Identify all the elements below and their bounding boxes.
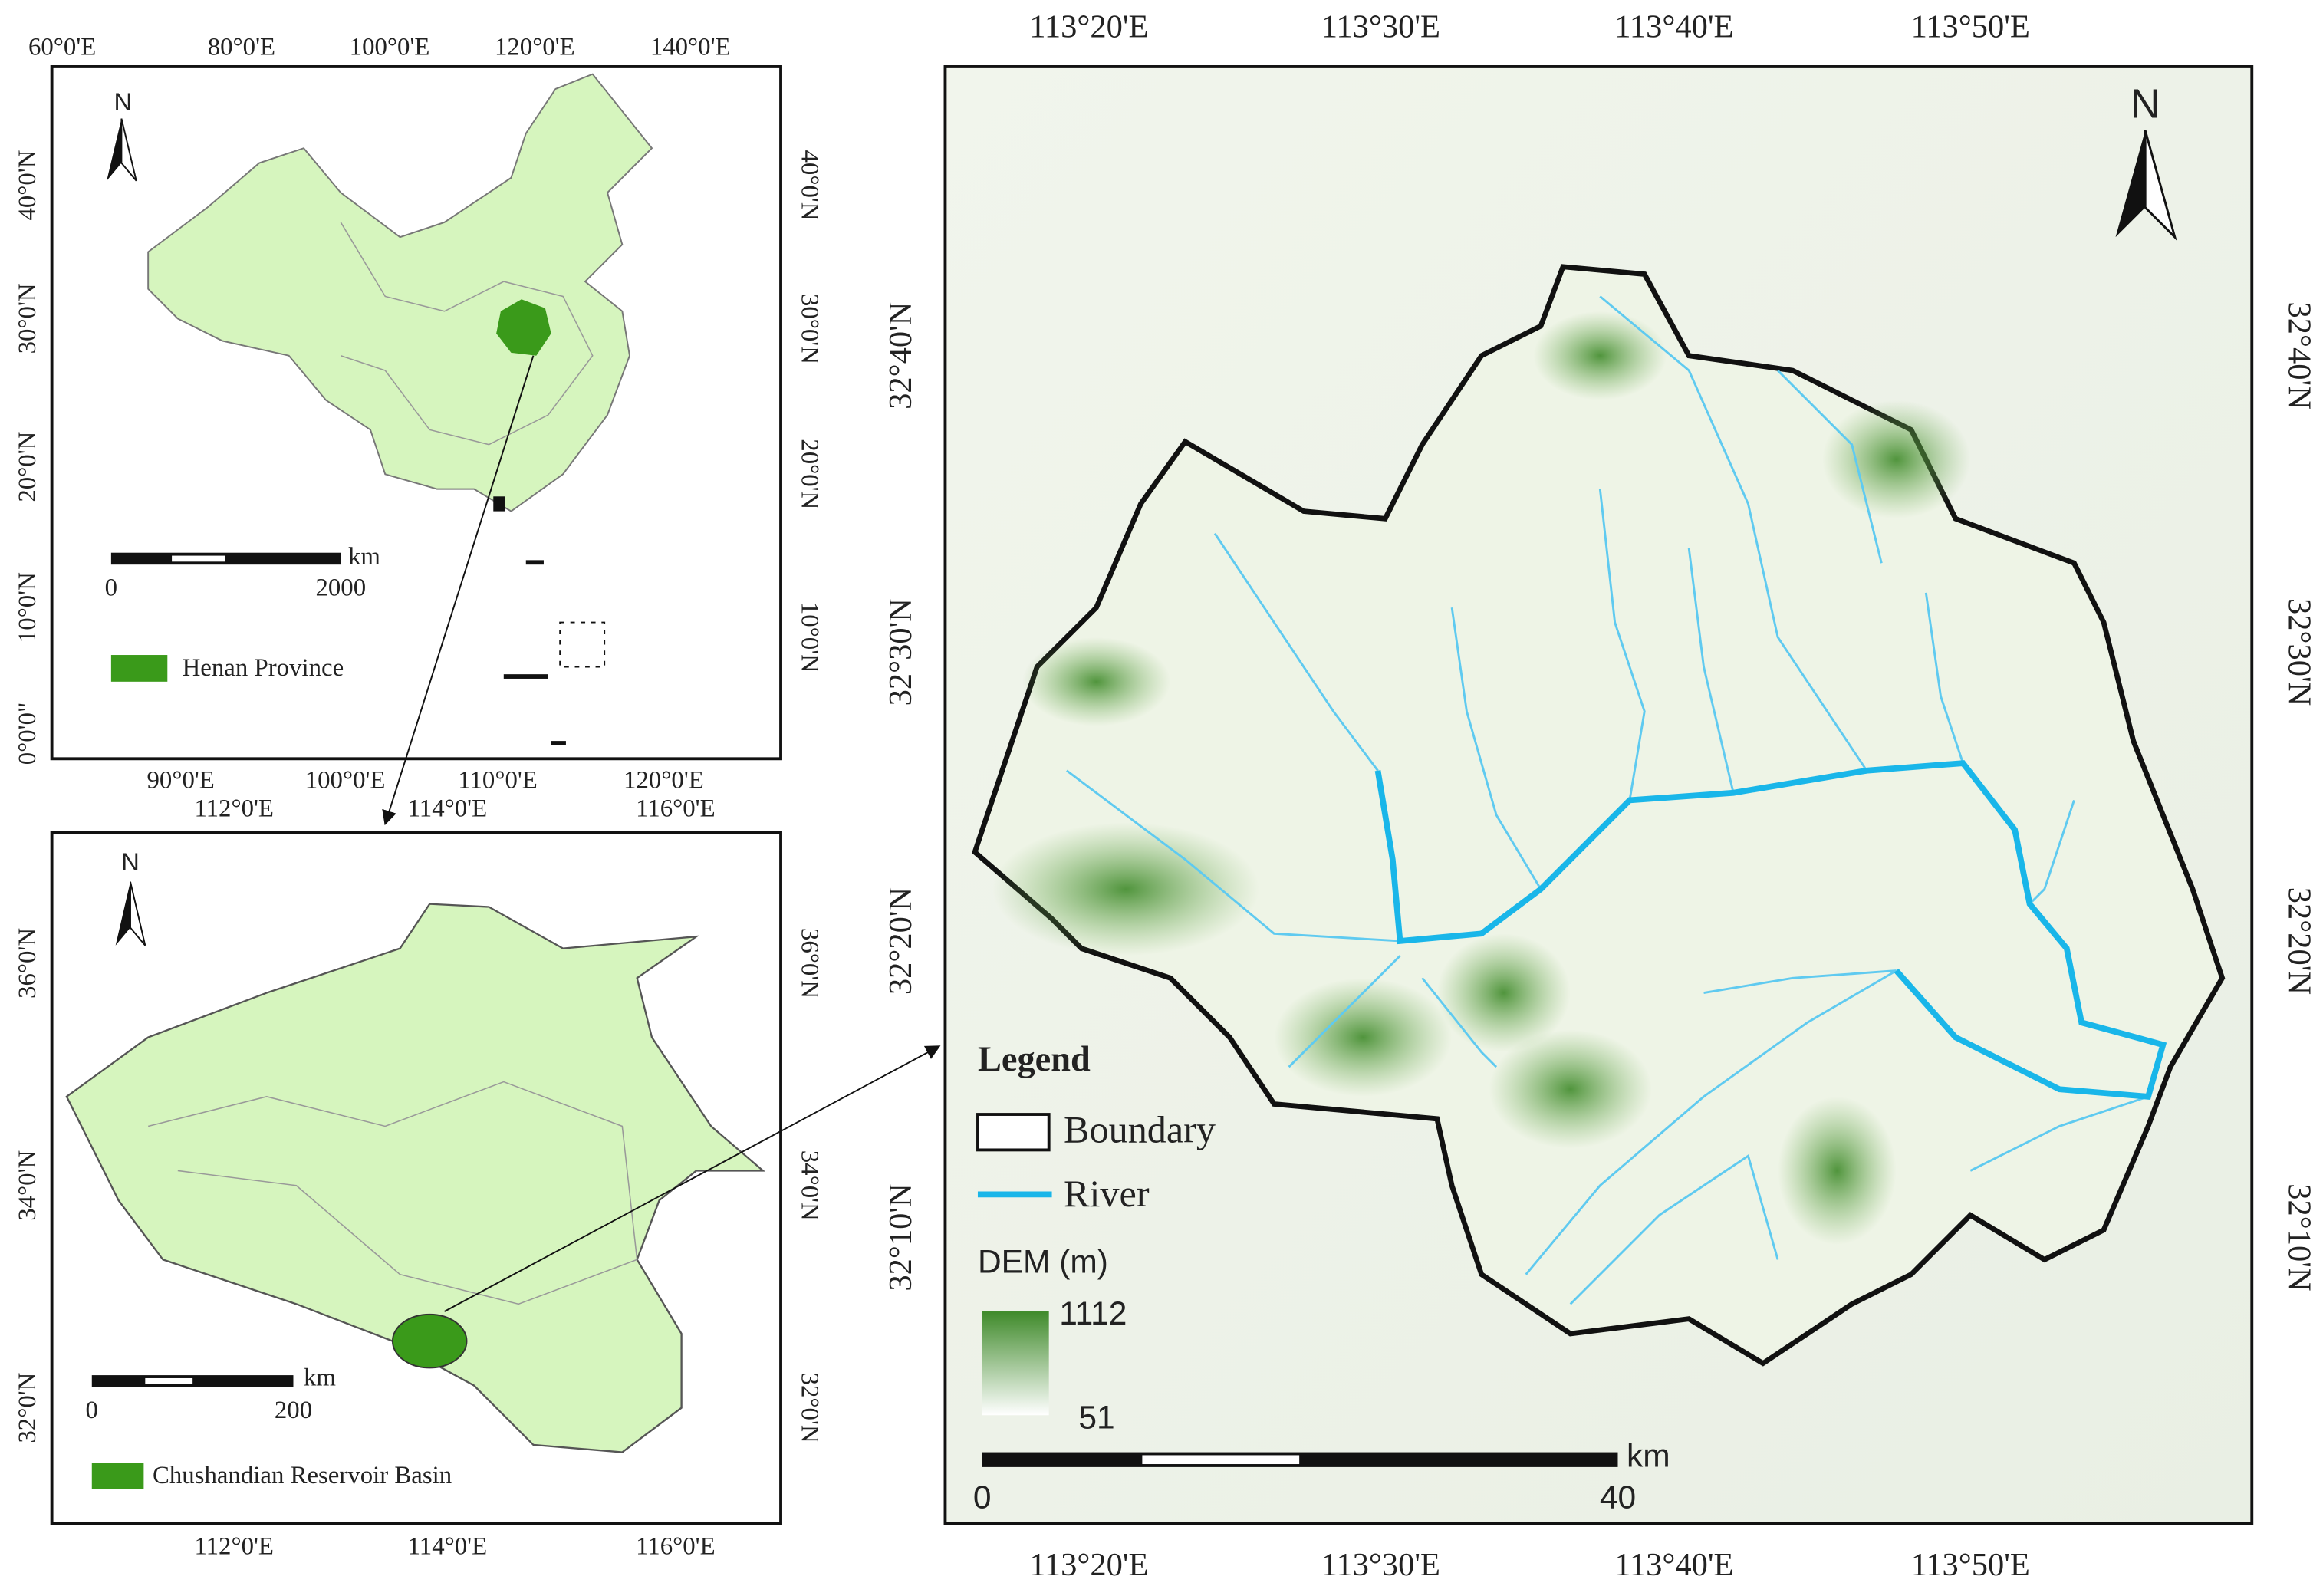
scale-bar	[110, 552, 341, 565]
right-label: 10°0'N	[795, 602, 823, 673]
top-label: 116°0'E	[636, 795, 716, 822]
legend-swatch	[91, 1463, 144, 1489]
scale-end: 40	[1600, 1480, 1636, 1516]
bottom-label: 110°0'E	[458, 767, 538, 795]
henan-highlight	[496, 299, 551, 356]
scale-unit: km	[304, 1364, 336, 1391]
scale-unit: km	[1627, 1439, 1670, 1475]
top-label: 113°50'E	[1911, 8, 2030, 44]
dem-min: 51	[1078, 1400, 1114, 1436]
right-label: 32°10'N	[2281, 1183, 2317, 1291]
terrain-relief	[992, 311, 1971, 1246]
north-arrow	[107, 118, 137, 182]
bottom-label: 113°40'E	[1614, 1547, 1733, 1583]
left-label: 32°0'N	[14, 1373, 41, 1443]
top-label: 80°0'E	[208, 33, 275, 61]
right-label: 34°0'N	[795, 1150, 823, 1221]
basin-boundary	[972, 264, 2226, 1367]
left-label: 40°0'N	[14, 150, 41, 221]
top-label: 114°0'E	[408, 795, 488, 822]
left-label: 32°20'N	[883, 887, 919, 995]
dem-ramp	[982, 1311, 1049, 1416]
province-borders	[340, 222, 594, 446]
scale-end: 200	[275, 1397, 312, 1424]
prefecture-borders	[147, 1081, 638, 1305]
legend-label: Chushandian Reservoir Basin	[153, 1462, 452, 1489]
bottom-label: 112°0'E	[194, 1533, 274, 1561]
left-label: 0°0'0"	[14, 703, 41, 765]
right-label: 30°0'N	[795, 294, 823, 364]
scale-bar	[982, 1452, 1618, 1467]
left-label: 20°0'N	[14, 432, 41, 502]
scale-start: 0	[105, 574, 117, 602]
top-label: 113°30'E	[1321, 8, 1440, 44]
right-label: 40°0'N	[795, 150, 823, 221]
top-label: 100°0'E	[350, 33, 430, 61]
top-label: 60°0'E	[28, 33, 96, 61]
bottom-label: 116°0'E	[636, 1533, 716, 1561]
main-river	[1374, 760, 2167, 1100]
right-label: 32°40'N	[2281, 302, 2317, 410]
top-label: 112°0'E	[194, 795, 274, 822]
left-label: 34°0'N	[14, 1150, 41, 1221]
scale-bar	[91, 1375, 294, 1387]
bottom-label: 90°0'E	[147, 767, 215, 795]
right-label: 36°0'N	[795, 928, 823, 999]
legend-item: River	[1064, 1172, 1150, 1215]
top-label: 113°20'E	[1029, 8, 1148, 44]
north-arrow	[115, 881, 146, 946]
right-label: 32°20'N	[2281, 887, 2317, 995]
bottom-label: 100°0'E	[305, 767, 386, 795]
dem-max: 1112	[1059, 1296, 1127, 1332]
left-label: 32°10'N	[883, 1183, 919, 1291]
top-label: 113°40'E	[1614, 8, 1733, 44]
right-label: 32°30'N	[2281, 598, 2317, 706]
left-label: 32°30'N	[883, 598, 919, 706]
north-label: N	[114, 87, 132, 116]
china-outline	[147, 73, 653, 512]
tributaries	[1065, 295, 2149, 1305]
inset-arrow	[444, 1045, 941, 1312]
left-label: 30°0'N	[14, 283, 41, 354]
dem-title: DEM (m)	[978, 1244, 1108, 1280]
legend-item: Boundary	[1064, 1108, 1216, 1151]
islands	[493, 496, 606, 745]
left-label: 32°40'N	[883, 302, 919, 410]
bottom-label: 113°50'E	[1911, 1547, 2030, 1583]
legend-swatch	[110, 655, 168, 682]
scale-end: 2000	[315, 574, 366, 602]
left-label: 36°0'N	[14, 928, 41, 999]
top-label: 140°0'E	[650, 33, 731, 61]
north-label: N	[121, 847, 140, 876]
scale-unit: km	[348, 543, 380, 571]
bottom-label: 114°0'E	[408, 1533, 488, 1561]
north-label: N	[2131, 81, 2160, 127]
bottom-label: 113°30'E	[1321, 1547, 1440, 1583]
boundary-swatch	[976, 1113, 1051, 1152]
bottom-label: 120°0'E	[624, 767, 704, 795]
left-label: 10°0'N	[14, 572, 41, 643]
right-label: 32°0'N	[795, 1373, 823, 1443]
basin-highlight	[391, 1313, 468, 1369]
legend-label: Henan Province	[183, 654, 344, 682]
scale-start: 0	[86, 1397, 98, 1424]
top-label: 120°0'E	[495, 33, 575, 61]
bottom-label: 113°20'E	[1029, 1547, 1148, 1583]
scale-start: 0	[973, 1480, 992, 1516]
inset-arrow	[382, 355, 535, 826]
legend-title: Legend	[978, 1040, 1091, 1079]
right-label: 20°0'N	[795, 439, 823, 509]
